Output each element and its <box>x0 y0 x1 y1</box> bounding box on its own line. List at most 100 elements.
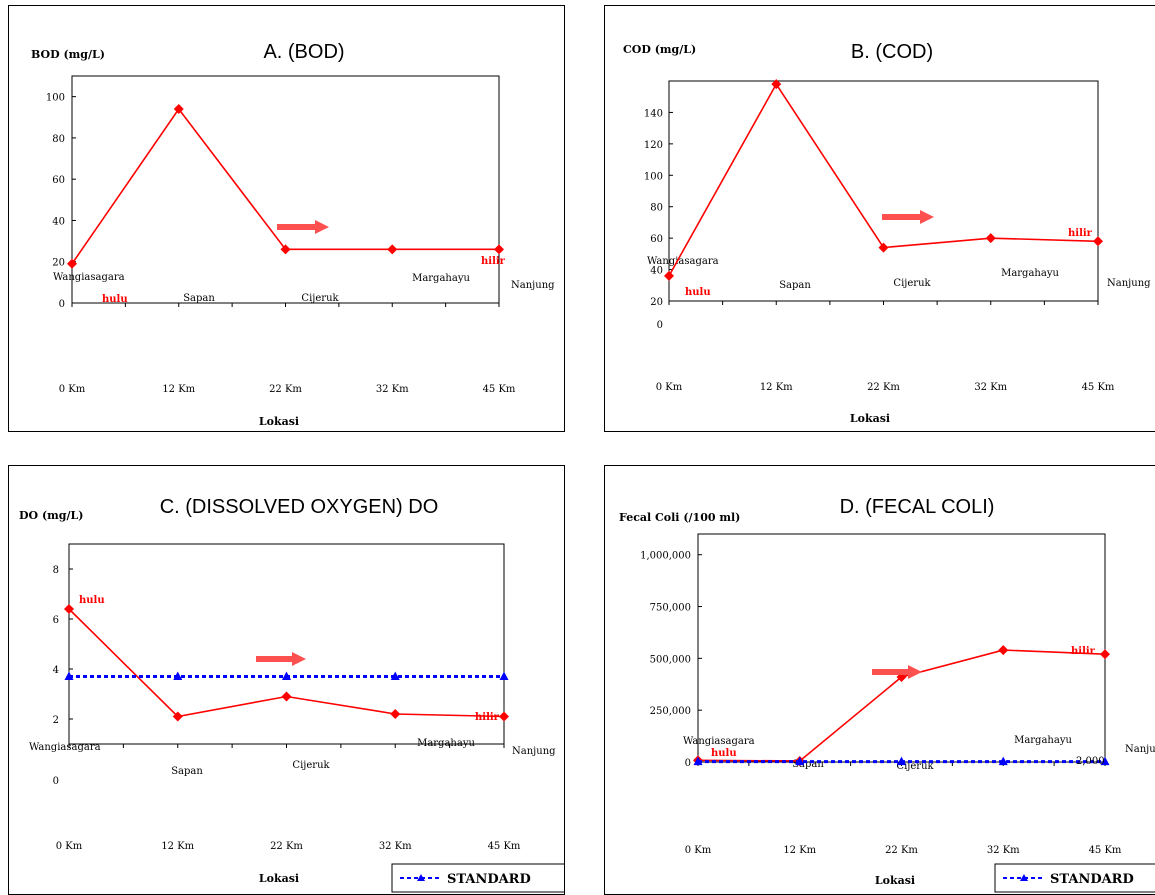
legend-label: STANDARD <box>1050 872 1134 887</box>
y-tick-label: 120 <box>644 140 663 151</box>
y-tick-label: 0 <box>59 299 65 310</box>
y-axis-label: BOD (mg/L) <box>31 48 105 61</box>
data-point <box>64 604 74 614</box>
x-tick-label: 32 Km <box>974 382 1007 393</box>
do-chart: 0 2 4 6 8 C. (DISSOLVED OXYGEN) DO DO (mg/L) Lo… <box>19 496 564 893</box>
site-name-label: Cijeruk <box>893 278 931 289</box>
y-tick-label: 20 <box>52 258 65 269</box>
data-point <box>173 104 184 115</box>
site-name-label: Sapan <box>792 759 824 770</box>
chart-panel-fecal-coli: 0 250,000 500,000 750,000 1,000,000 D. (FECAL… <box>604 465 1155 895</box>
x-tick-label: 12 Km <box>162 384 195 395</box>
y-tick-label: 20 <box>650 297 663 308</box>
data-point <box>280 244 291 255</box>
chart-title: A. (BOD) <box>263 41 344 63</box>
plot-area <box>68 543 505 745</box>
data-point <box>771 79 782 90</box>
chart-title: B. (COD) <box>851 41 933 63</box>
site-name-label: Nanjung <box>1125 744 1155 755</box>
downstream-label: hilir <box>475 712 500 723</box>
x-tick-label: 22 Km <box>885 845 918 856</box>
x-tick-label: 45 Km <box>483 384 516 395</box>
site-name-label: Wangiasagara <box>53 272 125 283</box>
y-axis-label: DO (mg/L) <box>19 509 83 522</box>
y-tick-label: 500,000 <box>650 654 691 665</box>
standard-point <box>795 756 805 766</box>
y-tick-label: 0 <box>53 776 59 787</box>
y-tick-label: 250,000 <box>650 706 691 717</box>
legend-marker <box>1020 874 1028 881</box>
data-point <box>494 244 504 255</box>
chart-panel-bod: 0 20 40 60 80 100 A. (BOD) BOD (mg/L) Lokasi 0 Km… <box>8 5 565 432</box>
flow-direction-arrow-icon <box>872 665 922 679</box>
y-tick-label: 80 <box>650 203 663 214</box>
legend-label: STANDARD <box>447 872 531 887</box>
plot-area <box>71 75 500 304</box>
y-tick-label: 0 <box>657 320 663 331</box>
site-name-label: Cijeruk <box>301 293 339 304</box>
site-name-label: Wangiasagara <box>683 736 755 747</box>
site-name-label: Sapan <box>183 293 215 304</box>
standard-point <box>64 671 74 680</box>
downstream-label: hilir <box>1068 228 1093 239</box>
chart-panel-cod: 0 20 40 60 80 100 120 140 B. (COD) COD (mg/L) Loka… <box>604 5 1155 432</box>
data-point <box>1093 236 1103 247</box>
y-tick-label: 40 <box>650 266 663 277</box>
bod-chart: 0 20 40 60 80 100 A. (BOD) BOD (mg/L) Lokasi 0 Km… <box>31 41 555 428</box>
y-axis-label: COD (mg/L) <box>623 43 696 56</box>
fecal-coli-chart: 0 250,000 500,000 750,000 1,000,000 D. (FECAL… <box>619 496 1155 893</box>
flow-direction-arrow-icon <box>277 220 329 234</box>
standard-value-label: 2,000 <box>1076 756 1105 767</box>
chart-title: C. (DISSOLVED OXYGEN) DO <box>160 496 439 518</box>
standard-point <box>998 756 1008 766</box>
x-tick-label: 45 Km <box>1082 382 1115 393</box>
site-name-label: Margahayu <box>417 738 475 749</box>
x-tick-label: 45 Km <box>1089 845 1122 856</box>
site-name-label: Sapan <box>779 280 811 291</box>
data-point <box>664 270 674 281</box>
site-name-label: Sapan <box>171 766 203 777</box>
x-tick-label: 0 Km <box>685 845 712 856</box>
standard-point <box>390 671 400 680</box>
downstream-label: hilir <box>481 256 506 267</box>
x-tick-label: 32 Km <box>379 841 412 852</box>
standard-point <box>897 756 906 766</box>
x-axis-label: Lokasi <box>850 412 890 425</box>
upstream-label: hulu <box>102 294 128 305</box>
standard-point <box>1100 756 1110 766</box>
x-tick-label: 22 Km <box>867 382 900 393</box>
x-axis-label: Lokasi <box>259 872 299 885</box>
legend-marker <box>417 874 425 881</box>
y-tick-label: 100 <box>644 171 663 182</box>
site-name-label: Wangiasagara <box>29 742 101 753</box>
y-tick-label: 6 <box>53 615 59 626</box>
x-tick-label: 0 Km <box>656 382 683 393</box>
y-tick-label: 80 <box>52 134 65 145</box>
x-tick-label: 32 Km <box>376 384 409 395</box>
y-tick-label: 0 <box>685 758 691 769</box>
y-tick-label: 60 <box>52 175 65 186</box>
data-point <box>281 691 292 702</box>
data-point <box>1100 649 1110 660</box>
y-tick-label: 40 <box>52 216 65 227</box>
upstream-label: hulu <box>711 748 737 759</box>
site-name-label: Nanjung <box>512 746 556 757</box>
y-axis-label: Fecal Coli (/100 ml) <box>619 511 740 524</box>
standard-point <box>173 671 183 680</box>
data-point <box>387 244 398 255</box>
downstream-label: hilir <box>1071 646 1096 657</box>
y-tick-label: 100 <box>46 93 65 104</box>
x-tick-label: 32 Km <box>987 845 1020 856</box>
y-tick-label: 2 <box>53 715 59 726</box>
data-point <box>985 233 996 244</box>
site-name-label: Cijeruk <box>896 761 934 772</box>
x-tick-label: 12 Km <box>783 845 816 856</box>
site-name-label: Nanjung <box>1107 278 1151 289</box>
data-point <box>878 242 889 253</box>
site-name-label: Nanjung <box>511 280 555 291</box>
data-point <box>499 711 509 722</box>
x-tick-label: 0 Km <box>56 841 83 852</box>
y-tick-label: 8 <box>53 565 59 576</box>
upstream-label: hulu <box>685 287 711 298</box>
x-tick-label: 12 Km <box>760 382 793 393</box>
